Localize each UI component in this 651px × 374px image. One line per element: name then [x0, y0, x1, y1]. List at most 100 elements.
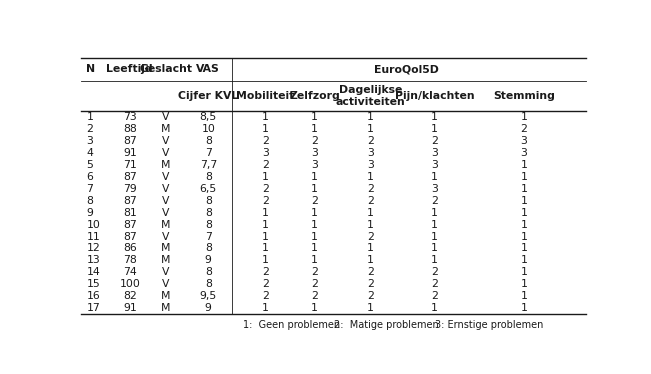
Text: Pijn/klachten: Pijn/klachten	[395, 91, 475, 101]
Text: 2: 2	[262, 184, 269, 194]
Text: 1: 1	[262, 208, 269, 218]
Text: 1: 1	[262, 112, 269, 122]
Text: 15: 15	[87, 279, 100, 289]
Text: 1: 1	[262, 303, 269, 313]
Text: M: M	[161, 160, 171, 170]
Text: 8,5: 8,5	[200, 112, 217, 122]
Text: M: M	[161, 255, 171, 266]
Text: 12: 12	[87, 243, 100, 254]
Text: 8: 8	[205, 279, 212, 289]
Text: 1: 1	[311, 255, 318, 266]
Text: 10: 10	[201, 124, 215, 134]
Text: 91: 91	[123, 303, 137, 313]
Text: Stemming: Stemming	[493, 91, 555, 101]
Text: 16: 16	[87, 291, 100, 301]
Text: 3: 3	[262, 148, 269, 158]
Text: 2: 2	[431, 291, 438, 301]
Text: 6: 6	[87, 172, 93, 182]
Text: 3: Ernstige problemen: 3: Ernstige problemen	[435, 320, 543, 330]
Text: 74: 74	[123, 267, 137, 278]
Text: 1: 1	[262, 220, 269, 230]
Text: 1: 1	[311, 232, 318, 242]
Text: 1: 1	[262, 124, 269, 134]
Text: 2: 2	[262, 291, 269, 301]
Text: 1: 1	[262, 232, 269, 242]
Text: 3: 3	[311, 160, 318, 170]
Text: 10: 10	[87, 220, 100, 230]
Text: 2: 2	[311, 267, 318, 278]
Text: 1: 1	[431, 124, 438, 134]
Text: 1: 1	[367, 124, 374, 134]
Text: VAS: VAS	[197, 64, 220, 74]
Text: 1: 1	[431, 172, 438, 182]
Text: 1: 1	[367, 112, 374, 122]
Text: 7: 7	[205, 148, 212, 158]
Text: 1: 1	[367, 208, 374, 218]
Text: 73: 73	[123, 112, 137, 122]
Text: V: V	[162, 196, 170, 206]
Text: 1: 1	[311, 112, 318, 122]
Text: 79: 79	[123, 184, 137, 194]
Text: 78: 78	[123, 255, 137, 266]
Text: 1: 1	[431, 220, 438, 230]
Text: 1: 1	[367, 303, 374, 313]
Text: 82: 82	[123, 291, 137, 301]
Text: 8: 8	[205, 243, 212, 254]
Text: 1: 1	[431, 243, 438, 254]
Text: M: M	[161, 291, 171, 301]
Text: 2: 2	[367, 267, 374, 278]
Text: 8: 8	[205, 208, 212, 218]
Text: 1: 1	[431, 303, 438, 313]
Text: EuroQol5D: EuroQol5D	[374, 64, 439, 74]
Text: 1: 1	[521, 160, 527, 170]
Text: 71: 71	[123, 160, 137, 170]
Text: 2: 2	[262, 279, 269, 289]
Text: V: V	[162, 184, 170, 194]
Text: 3: 3	[521, 136, 527, 146]
Text: V: V	[162, 112, 170, 122]
Text: M: M	[161, 243, 171, 254]
Text: 1: 1	[367, 220, 374, 230]
Text: 1: 1	[521, 184, 527, 194]
Text: 2: 2	[262, 136, 269, 146]
Text: 4: 4	[87, 148, 93, 158]
Text: 3: 3	[431, 160, 438, 170]
Text: 9: 9	[87, 208, 93, 218]
Text: 91: 91	[123, 148, 137, 158]
Text: 14: 14	[87, 267, 100, 278]
Text: 2: 2	[311, 196, 318, 206]
Text: M: M	[161, 220, 171, 230]
Text: 1: 1	[431, 255, 438, 266]
Text: V: V	[162, 136, 170, 146]
Text: 8: 8	[205, 136, 212, 146]
Text: 87: 87	[123, 136, 137, 146]
Text: 2: 2	[367, 291, 374, 301]
Text: 7,7: 7,7	[200, 160, 217, 170]
Text: V: V	[162, 172, 170, 182]
Text: 2: 2	[262, 160, 269, 170]
Text: 8: 8	[205, 220, 212, 230]
Text: 3: 3	[367, 160, 374, 170]
Text: V: V	[162, 279, 170, 289]
Text: 2: 2	[367, 136, 374, 146]
Text: 1: 1	[367, 172, 374, 182]
Text: 2: 2	[521, 124, 527, 134]
Text: V: V	[162, 232, 170, 242]
Text: 3: 3	[367, 148, 374, 158]
Text: 8: 8	[205, 196, 212, 206]
Text: 1: 1	[311, 303, 318, 313]
Text: 8: 8	[205, 267, 212, 278]
Text: 9: 9	[205, 303, 212, 313]
Text: 1: 1	[311, 172, 318, 182]
Text: 9,5: 9,5	[200, 291, 217, 301]
Text: 13: 13	[87, 255, 100, 266]
Text: M: M	[161, 303, 171, 313]
Text: 81: 81	[123, 208, 137, 218]
Text: 2:  Matige problemen: 2: Matige problemen	[333, 320, 438, 330]
Text: 1:  Geen problemen: 1: Geen problemen	[243, 320, 340, 330]
Text: 1: 1	[87, 112, 93, 122]
Text: 1: 1	[521, 196, 527, 206]
Text: Dagelijkse
activiteiten: Dagelijkse activiteiten	[335, 85, 405, 107]
Text: 88: 88	[123, 124, 137, 134]
Text: 1: 1	[311, 243, 318, 254]
